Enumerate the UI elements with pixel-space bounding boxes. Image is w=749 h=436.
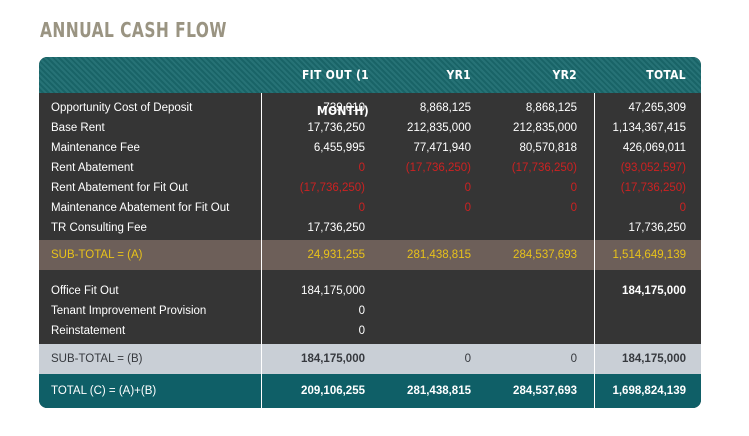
cell-yr2 <box>475 218 577 238</box>
subtotal-b-label: SUB-TOTAL = (B) <box>51 353 143 365</box>
header-fit-out: FIT OUT (1 MONTH) <box>301 68 369 118</box>
cell-yr1: 8,868,125 <box>419 102 471 114</box>
table-row: Rent Abatement 0 (17,736,250) (17,736,25… <box>39 158 701 178</box>
cell-yr2: 0 <box>570 202 577 214</box>
row-label: Maintenance Abatement for Fit Out <box>51 202 230 214</box>
cell-yr2 <box>475 321 577 341</box>
table-row: Reinstatement 0 <box>39 321 701 341</box>
cell-yr2: 284,537,693 <box>513 249 577 261</box>
cell-fit-out: 739,010 <box>323 102 365 114</box>
cell-total: 1,698,824,139 <box>612 385 686 397</box>
cell-yr1: 0 <box>464 202 471 214</box>
cell-total: 1,134,367,415 <box>612 122 686 134</box>
table-row: Maintenance Fee 6,455,995 77,471,940 80,… <box>39 138 701 158</box>
cell-total: 0 <box>679 202 686 214</box>
table-row: Opportunity Cost of Deposit 739,010 8,86… <box>39 98 701 118</box>
subtotal-b-cells: SUB-TOTAL = (B) 184,175,000 0 0 184,175,… <box>39 349 701 369</box>
cell-total: 17,736,250 <box>628 222 686 234</box>
cell-yr2: 212,835,000 <box>513 122 577 134</box>
cell-yr1: 0 <box>464 353 471 365</box>
cell-yr2: 80,570,818 <box>519 142 577 154</box>
cell-total: (17,736,250) <box>620 182 686 194</box>
total-c-cells: TOTAL (C) = (A)+(B) 209,106,255 281,438,… <box>39 381 701 401</box>
cell-yr2: 8,868,125 <box>525 102 577 114</box>
cell-fit-out: 0 <box>358 162 365 174</box>
cell-yr1: 281,438,815 <box>407 385 471 397</box>
cell-yr2: 0 <box>570 353 577 365</box>
cell-fit-out: 24,931,255 <box>307 249 365 261</box>
total-c-label: TOTAL (C) = (A)+(B) <box>51 385 157 397</box>
cell-yr1 <box>369 281 471 301</box>
subtotal-a-label: SUB-TOTAL = (A) <box>51 249 143 261</box>
table-row: Maintenance Abatement for Fit Out 0 0 0 … <box>39 198 701 218</box>
cell-yr2: 0 <box>570 182 577 194</box>
cash-flow-table: FIT OUT (1 MONTH) YR1 YR2 TOTAL Opportun… <box>39 57 701 408</box>
row-label: Base Rent <box>51 122 105 134</box>
cell-fit-out: 0 <box>358 202 365 214</box>
cell-total: 1,514,649,139 <box>612 249 686 261</box>
cell-total <box>581 301 686 321</box>
row-label: TR Consulting Fee <box>51 222 147 234</box>
cell-fit-out: 6,455,995 <box>313 142 365 154</box>
row-label: Opportunity Cost of Deposit <box>51 102 193 114</box>
row-label: Maintenance Fee <box>51 142 140 154</box>
header-total: TOTAL <box>646 68 686 82</box>
cell-yr2: 284,537,693 <box>513 385 577 397</box>
cell-yr1: 212,835,000 <box>407 122 471 134</box>
cell-fit-out: 209,106,255 <box>301 385 365 397</box>
column-divider <box>594 93 595 408</box>
table-row: TR Consulting Fee 17,736,250 17,736,250 <box>39 218 701 238</box>
cell-yr1: 77,471,940 <box>413 142 471 154</box>
table-row: Base Rent 17,736,250 212,835,000 212,835… <box>39 118 701 138</box>
cell-fit-out: 0 <box>358 305 365 317</box>
cell-yr1 <box>369 321 471 341</box>
cell-total: 184,175,000 <box>622 285 686 297</box>
subtotal-b-row: SUB-TOTAL = (B) 184,175,000 0 0 184,175,… <box>39 344 701 374</box>
cell-yr2 <box>475 301 577 321</box>
cell-fit-out: (17,736,250) <box>299 182 365 194</box>
row-label: Rent Abatement for Fit Out <box>51 182 188 194</box>
cell-yr2 <box>475 281 577 301</box>
cell-yr1 <box>369 301 471 321</box>
table-row: Rent Abatement for Fit Out (17,736,250) … <box>39 178 701 198</box>
row-label: Tenant Improvement Provision <box>51 305 207 317</box>
cell-yr1: 281,438,815 <box>407 249 471 261</box>
subtotal-a-cells: SUB-TOTAL = (A) 24,931,255 281,438,815 2… <box>39 245 701 265</box>
cell-yr1: 0 <box>464 182 471 194</box>
table-row: Office Fit Out 184,175,000 184,175,000 <box>39 281 701 301</box>
cell-total: (93,052,597) <box>620 162 686 174</box>
table-row: Tenant Improvement Provision 0 <box>39 301 701 321</box>
cell-yr2: (17,736,250) <box>511 162 577 174</box>
row-label: Rent Abatement <box>51 162 134 174</box>
column-divider <box>261 93 262 408</box>
cell-fit-out: 184,175,000 <box>301 353 365 365</box>
cell-fit-out: 17,736,250 <box>307 122 365 134</box>
cell-yr1: (17,736,250) <box>405 162 471 174</box>
cell-fit-out: 184,175,000 <box>301 285 365 297</box>
cell-total: 47,265,309 <box>628 102 686 114</box>
cell-total: 426,069,011 <box>622 142 686 154</box>
cell-fit-out: 0 <box>358 325 365 337</box>
row-label: Reinstatement <box>51 325 126 337</box>
page-title: ANNUAL CASH FLOW <box>40 18 227 42</box>
header-yr2: YR2 <box>552 68 577 82</box>
header-yr1: YR1 <box>446 68 471 82</box>
table-header: FIT OUT (1 MONTH) YR1 YR2 TOTAL <box>39 57 701 118</box>
subtotal-a-row: SUB-TOTAL = (A) 24,931,255 281,438,815 2… <box>39 240 701 270</box>
cell-yr1 <box>369 218 471 238</box>
cell-total: 184,175,000 <box>622 353 686 365</box>
cell-total <box>581 321 686 341</box>
row-label: Office Fit Out <box>51 285 119 297</box>
total-c-row: TOTAL (C) = (A)+(B) 209,106,255 281,438,… <box>39 374 701 408</box>
cell-fit-out: 17,736,250 <box>307 222 365 234</box>
